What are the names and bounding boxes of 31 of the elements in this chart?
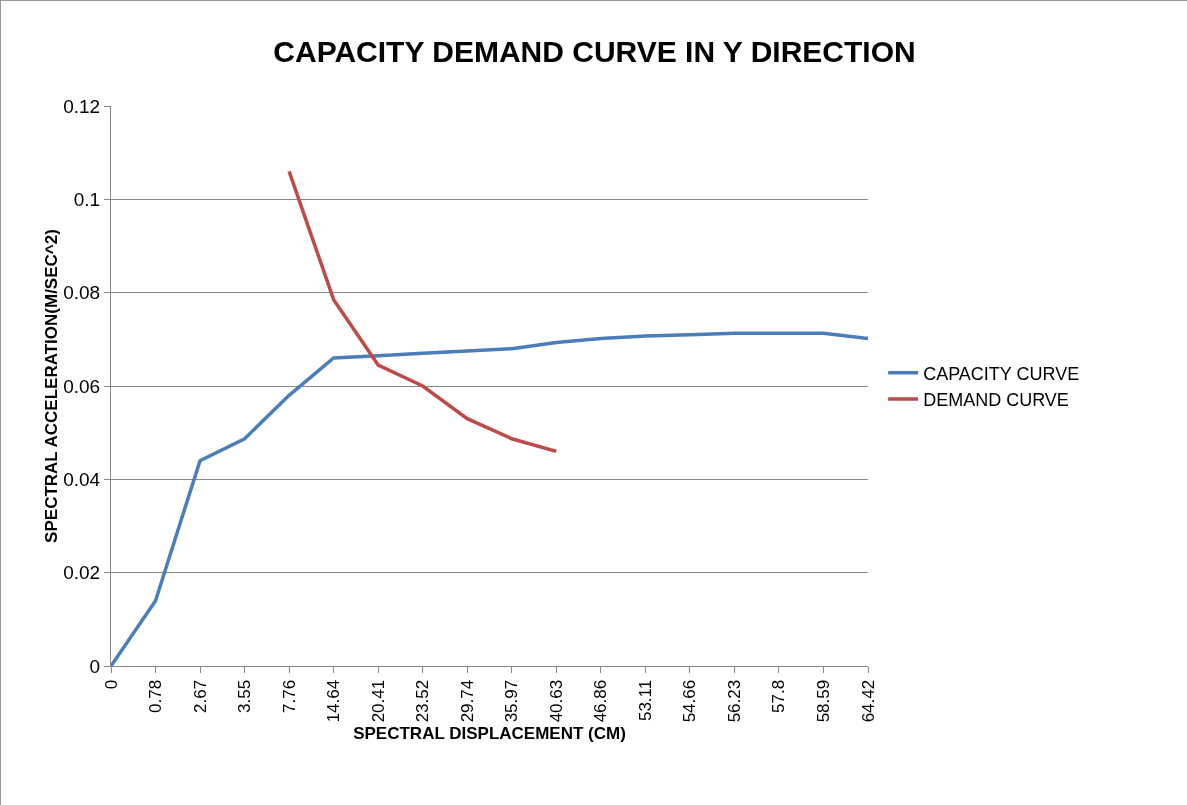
x-tick-label: 58.59	[813, 679, 833, 723]
x-tick-label: 2.67	[190, 679, 210, 713]
line-series	[287, 169, 559, 454]
x-tick-label: 53.11	[635, 679, 655, 722]
x-tick-label: 46.86	[591, 679, 611, 723]
y-tick-label: 0.1	[73, 188, 101, 210]
legend-label: CAPACITY CURVE	[923, 363, 1080, 384]
y-tick-label: 0.06	[63, 375, 101, 397]
y-tick-label: 0.08	[63, 282, 101, 304]
x-tick-label: 7.76	[279, 679, 299, 713]
legend-label: DEMAND CURVE	[923, 390, 1069, 411]
y-tick-label: 0.02	[63, 562, 101, 584]
x-tick-label: 0.78	[146, 679, 166, 713]
x-tick-label: 40.63	[546, 679, 566, 723]
x-tick-label: 56.23	[724, 679, 744, 723]
y-tick-label: 0.12	[63, 95, 101, 117]
x-tick-label: 64.42	[858, 679, 878, 723]
x-tick-label: 14.64	[324, 679, 344, 723]
x-tick-label: 20.41	[368, 679, 388, 723]
x-tick-label: 0	[101, 679, 121, 690]
chart-title: CAPACITY DEMAND CURVE IN Y DIRECTION	[273, 35, 916, 69]
x-tick-label: 57.8	[769, 679, 789, 713]
x-tick-label: 23.52	[413, 679, 433, 723]
y-tick-label: 0.04	[63, 468, 101, 490]
x-tick-label: 54.66	[680, 679, 700, 723]
y-axis-title: SPECTRAL ACCELERATION(M/SEC^2)	[42, 229, 62, 543]
x-axis-title: SPECTRAL DISPLACEMENT (CM)	[353, 724, 626, 744]
x-tick-label: 29.74	[457, 679, 477, 723]
x-tick-label: 3.55	[235, 679, 255, 713]
y-tick-label: 0	[89, 655, 101, 677]
x-tick-label: 35.97	[502, 679, 522, 723]
